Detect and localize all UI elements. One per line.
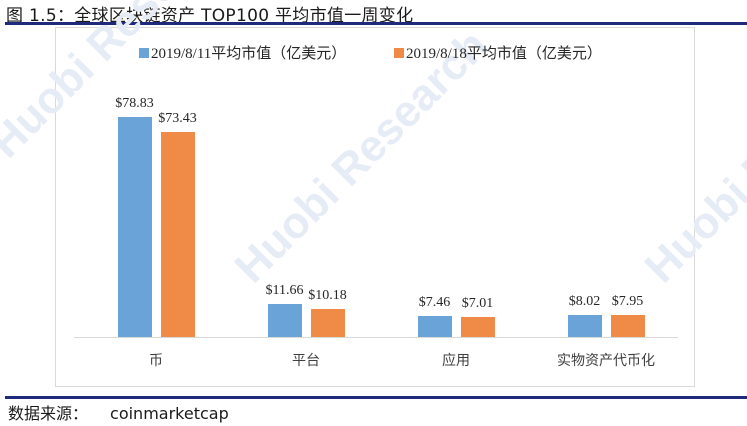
legend-item-series2: 2019/8/18平均市值（亿美元） [394,42,602,63]
category-label: 币 [149,353,163,369]
category-label: 平台 [292,353,320,369]
x-axis-line [74,337,678,338]
source-value: coinmarketcap [110,404,229,423]
legend-swatch-orange-icon [394,47,404,58]
legend: 2019/8/11平均市值（亿美元） 2019/8/18平均市值（亿美元） [56,42,694,63]
title-rule [5,22,747,25]
data-label: $10.18 [308,288,347,303]
bar-series1-1 [267,304,302,337]
source-label: 数据来源： [8,404,89,423]
bar-series2-3 [610,315,645,337]
plot-area: $78.83 $73.43 币 $11.66 $10.18 平台 $7.46 $7.01 应用 $… [56,28,696,388]
data-label: $8.02 [568,294,601,309]
data-label: $78.83 [115,96,154,111]
chart-frame: Huobi Research Huobi Research Huobi Rese… [0,0,747,388]
bar-series1-3 [567,315,602,337]
bar-series1-2 [417,316,452,337]
data-label: $7.95 [611,294,644,309]
footer-rule [5,396,747,399]
bar-series2-1 [310,309,345,337]
data-label: $73.43 [158,111,197,126]
category-label: 实物资产代币化 [557,353,655,369]
bar-series2-0 [160,132,195,337]
source-line: 数据来源： coinmarketcap [8,400,229,424]
bar-series2-2 [460,317,495,337]
legend-item-series1: 2019/8/11平均市值（亿美元） [139,42,346,63]
legend-swatch-blue-icon [139,47,149,58]
data-label: $7.46 [418,295,451,310]
bar-series1-0 [117,117,152,337]
legend-label: 2019/8/18平均市值（亿美元） [406,46,602,62]
data-label: $7.01 [461,296,494,311]
figure-title: 图 1.5：全球区块链资产 TOP100 平均市值一周变化 [6,6,414,26]
category-label: 应用 [442,353,470,369]
data-label: $11.66 [265,283,304,298]
legend-label: 2019/8/11平均市值（亿美元） [151,46,347,62]
